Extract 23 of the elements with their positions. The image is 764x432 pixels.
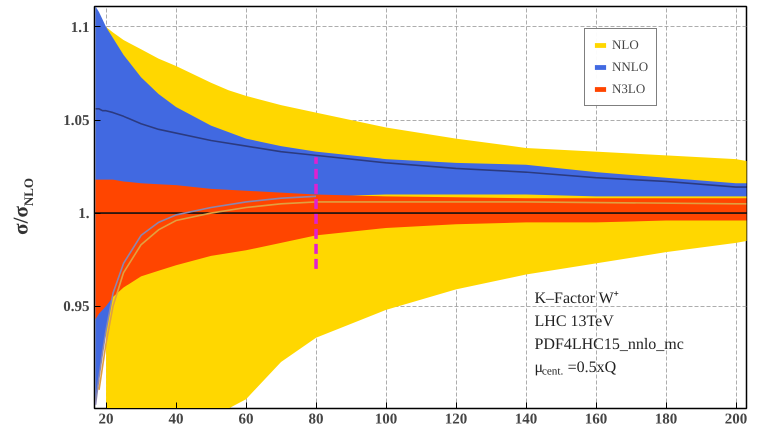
x-tick-label: 80 [308,412,324,428]
annotation: PDF4LHC15_nnlo_mc [534,336,684,353]
x-tick-label: 100 [374,412,398,428]
y-tick-label: 0.95 [63,299,90,316]
y-tick-label: 1.1 [70,20,90,36]
legend-label: NLO [612,37,639,53]
y-tick-label: 1.05 [63,113,90,130]
line-series [94,108,746,188]
line-series [98,201,746,391]
line-series [94,196,317,406]
annotation: LHC 13TeV [534,313,614,330]
x-tick-label: 40 [168,412,184,428]
annotation: K–Factor W⁺ [534,290,619,307]
x-tick-label: 120 [444,412,468,428]
legend-label: NNLO [612,59,648,75]
y-tick-label: 1. [78,206,90,222]
x-tick-label: 60 [238,412,254,428]
x-tick-label: 20 [98,412,114,428]
legend-label: N3LO [612,81,646,97]
x-tick-label: 200 [724,412,748,428]
x-tick-label: 180 [654,412,678,428]
x-tick-label: 140 [514,412,538,428]
x-tick-label: 160 [584,412,608,428]
